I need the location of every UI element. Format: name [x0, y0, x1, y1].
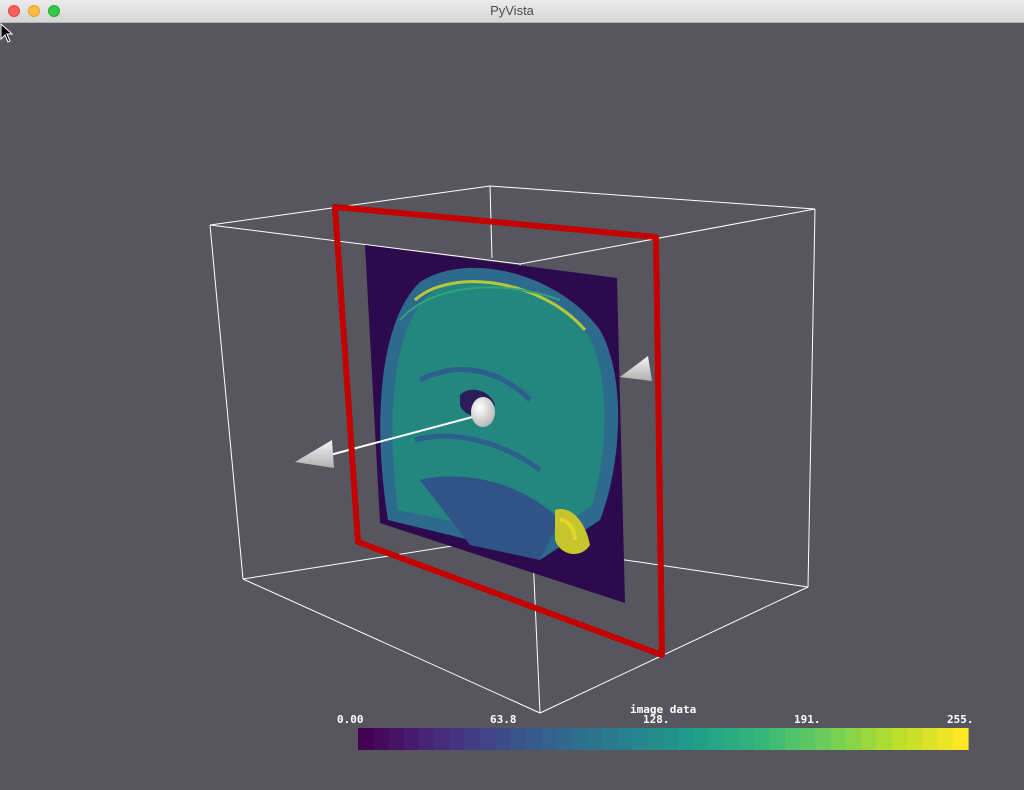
- colormap-segment: [724, 728, 740, 750]
- colormap-segment: [754, 728, 771, 750]
- clipping-plane-outline[interactable]: [332, 204, 665, 658]
- scalar-bar-tick: 63.8: [490, 713, 517, 726]
- colormap-segment: [373, 728, 390, 750]
- colormap-segment: [419, 728, 435, 750]
- colormap-segment: [358, 728, 374, 750]
- colormap-segment: [403, 728, 420, 750]
- scalar-bar-tick: 128.: [643, 713, 670, 726]
- colormap-segment: [556, 728, 573, 750]
- scene-canvas[interactable]: [0, 23, 1024, 790]
- colormap-segment: [800, 728, 817, 750]
- close-window-button[interactable]: [8, 5, 20, 17]
- colormap-segment: [769, 728, 786, 750]
- title-bar: PyVista: [0, 0, 1024, 23]
- colormap-segment: [480, 728, 496, 750]
- colormap-segment: [586, 728, 603, 750]
- colormap-segment: [693, 728, 710, 750]
- scalar-bar-tick: 0.00: [337, 713, 364, 726]
- colormap-segment: [937, 728, 954, 750]
- colormap-segment: [678, 728, 695, 750]
- colormap-segment: [541, 728, 557, 750]
- colormap-segment: [891, 728, 908, 750]
- window-title: PyVista: [490, 3, 534, 18]
- colormap-segment: [663, 728, 679, 750]
- scalar-bar-title: image data: [630, 703, 697, 716]
- scalar-bar-colormap: [358, 728, 969, 750]
- colormap-segment: [602, 728, 618, 750]
- colormap-segment: [907, 728, 923, 750]
- render-viewport[interactable]: image data 0.00 63.8 128. 191. 255.: [0, 23, 1024, 790]
- colormap-segment: [571, 728, 588, 750]
- colormap-segment: [785, 728, 801, 750]
- colormap-segment: [495, 728, 512, 750]
- colormap-segment: [876, 728, 893, 750]
- colormap-segment: [815, 728, 832, 750]
- normal-arrow-handle-left[interactable]: [295, 440, 334, 468]
- colormap-segment: [449, 728, 466, 750]
- zoom-window-button[interactable]: [48, 5, 60, 17]
- colormap-segment: [861, 728, 878, 750]
- normal-arrow-handle-right[interactable]: [620, 356, 652, 381]
- colormap-segment: [830, 728, 847, 750]
- plane-origin-handle[interactable]: [471, 397, 495, 427]
- plane-normal-widget[interactable]: [295, 356, 652, 468]
- mouse-pointer-icon: [0, 23, 14, 43]
- colormap-segment: [434, 728, 451, 750]
- minimize-window-button[interactable]: [28, 5, 40, 17]
- scalar-bar-tick: 191.: [794, 713, 821, 726]
- colormap-segment: [632, 728, 649, 750]
- colormap-segment: [388, 728, 405, 750]
- scalar-bar-tick: 255.: [947, 713, 974, 726]
- colormap-segment: [464, 728, 481, 750]
- colormap-segment: [846, 728, 862, 750]
- colormap-segment: [647, 728, 664, 750]
- colormap-segment: [617, 728, 634, 750]
- mri-slice-image: [365, 245, 625, 603]
- colormap-segment: [708, 728, 725, 750]
- colormap-segment: [922, 728, 939, 750]
- colormap-segment: [525, 728, 542, 750]
- colormap-segment: [952, 728, 969, 750]
- colormap-segment: [739, 728, 756, 750]
- colormap-segment: [510, 728, 527, 750]
